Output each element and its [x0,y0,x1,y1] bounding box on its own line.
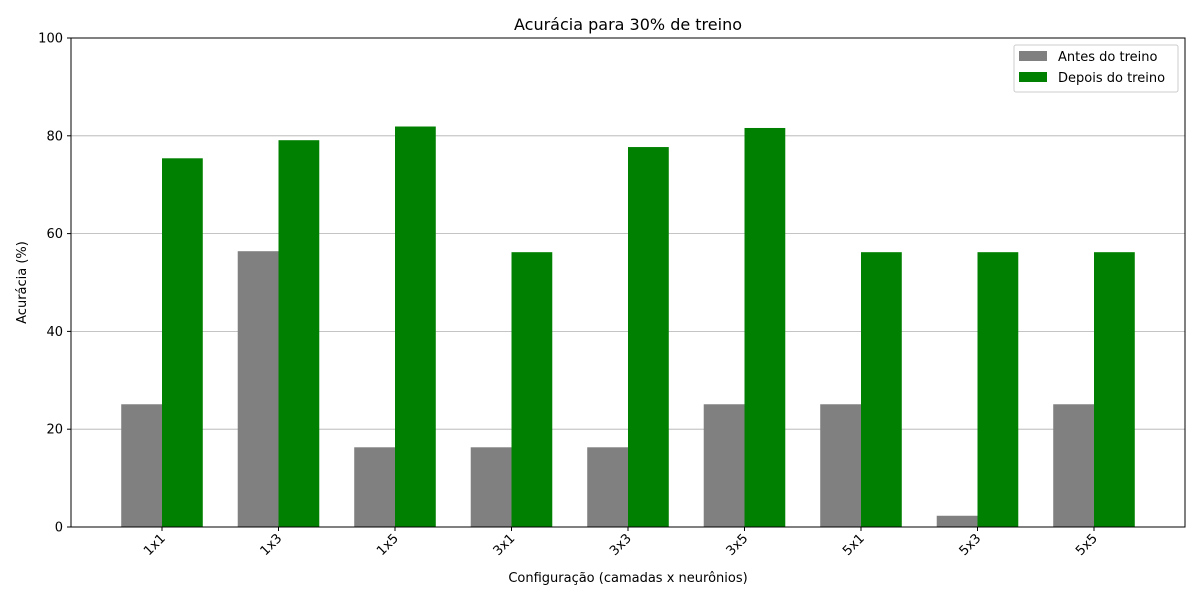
bar-antes-5x3 [936,515,978,527]
bar-depois-1x5 [395,126,436,527]
bar-antes-3x5 [703,404,745,527]
bar-antes-1x5 [354,447,395,527]
y-tick-label: 100 [38,32,63,47]
y-tick-label: 40 [46,325,63,340]
bar-antes-5x1 [820,404,861,527]
bar-depois-1x3 [278,140,320,528]
bar-depois-5x3 [977,252,1019,527]
legend-label: Antes do treino [1058,50,1157,65]
x-tick-label: 3x5 [724,531,752,559]
bar-antes-3x3 [587,447,628,527]
bar-antes-1x1 [121,404,162,527]
y-tick-label: 20 [46,423,63,438]
x-axis-ticks: 1x1 1x3 1x5 3x1 3x3 3x5 5x1 5x3 5x5 [141,527,1101,559]
y-tick-label: 80 [46,129,63,144]
bar-antes-5x5 [1053,404,1094,527]
y-axis-label: Acurácia (%) [15,241,30,324]
bar-depois-5x5 [1094,252,1135,527]
legend: Antes do treino Depois do treino [1013,44,1179,93]
legend-swatch [1019,51,1047,61]
x-tick-label: 3x3 [607,531,635,559]
legend-swatch [1019,72,1047,82]
x-tick-label: 1x3 [258,531,286,559]
x-tick-label: 1x1 [141,531,169,559]
x-tick-label: 3x1 [491,531,519,559]
x-tick-label: 5x5 [1073,531,1101,559]
x-axis-label: Configuração (camadas x neurônios) [508,571,747,586]
x-tick-label: 5x1 [840,531,868,559]
legend-box [1013,44,1179,93]
bar-antes-3x1 [470,447,512,527]
bar-depois-1x1 [162,158,203,527]
bar-depois-5x1 [861,252,902,527]
bar-depois-3x3 [628,147,669,527]
bar-antes-1x3 [237,251,279,528]
x-tick-label: 5x3 [957,531,985,559]
legend-label: Depois do treino [1058,71,1165,86]
bar-depois-3x1 [511,252,553,527]
chart-title: Acurácia para 30% de treino [514,15,742,34]
bars [121,126,1135,528]
y-axis-ticks: 0 20 40 60 80 100 [38,32,71,536]
y-tick-label: 0 [55,521,63,536]
y-tick-label: 60 [46,227,63,242]
bar-depois-3x5 [744,127,786,527]
x-tick-label: 1x5 [374,531,402,559]
